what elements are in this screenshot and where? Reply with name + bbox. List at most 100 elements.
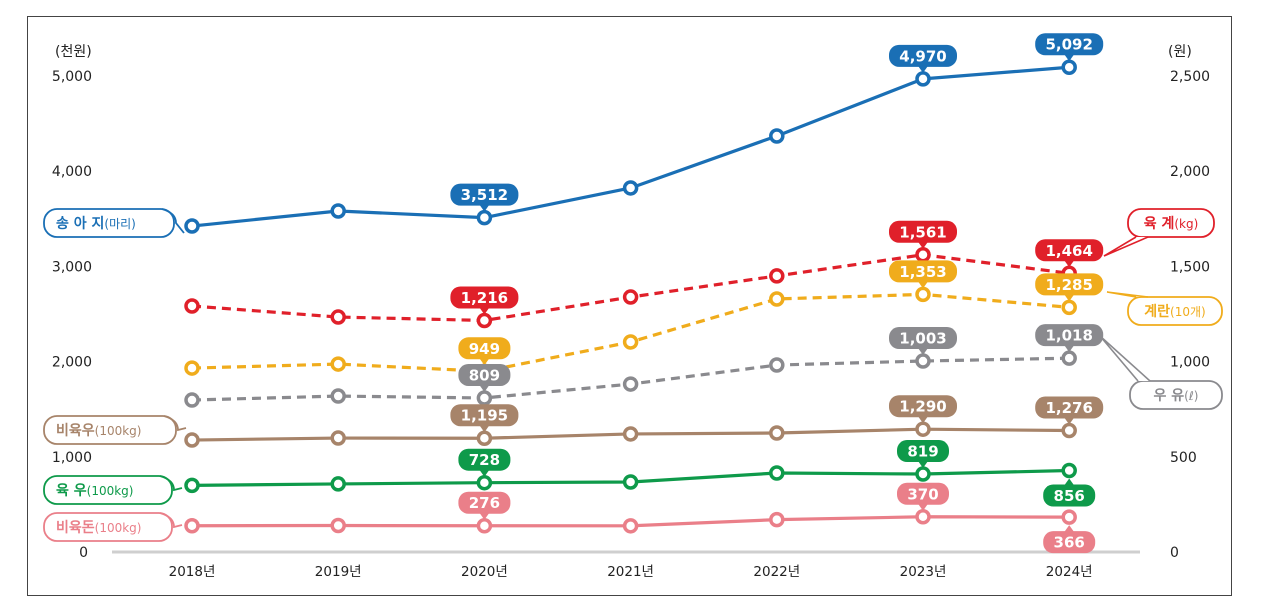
data-point — [330, 309, 346, 325]
data-point — [769, 291, 785, 307]
data-label: 1,018 — [1035, 324, 1104, 353]
x-tick-label: 2024년 — [1046, 564, 1093, 580]
data-label-text: 1,464 — [1045, 242, 1092, 260]
legend-callout: 우 유(ℓ) — [1099, 335, 1223, 410]
x-tick-label: 2023년 — [900, 564, 947, 580]
data-point — [476, 312, 493, 329]
data-label: 728 — [458, 448, 511, 477]
data-point — [769, 425, 785, 441]
legend-label: 육 우(100kg) — [56, 483, 133, 499]
data-point — [330, 517, 346, 534]
x-tick-label: 2021년 — [607, 564, 654, 580]
left-tick-label: 4,000 — [52, 164, 92, 180]
data-label-text: 1,003 — [899, 330, 946, 348]
data-label: 1,003 — [889, 327, 957, 356]
x-tick-label: 2018년 — [169, 564, 216, 580]
data-point — [330, 356, 346, 372]
data-label: 1,276 — [1035, 396, 1104, 425]
series-markers — [184, 59, 1077, 534]
data-point — [330, 430, 346, 446]
data-label: 1,353 — [889, 260, 957, 289]
data-point — [915, 286, 931, 303]
legend-label: 송 아 지(마리) — [56, 215, 136, 232]
data-label-text: 4,970 — [899, 47, 946, 65]
data-point — [769, 128, 785, 144]
series-line-0 — [191, 65, 1070, 228]
data-label: 5,092 — [1035, 33, 1104, 62]
data-point — [184, 517, 200, 534]
data-label: 1,285 — [1035, 273, 1104, 302]
data-labels: 3,512 4,970 5,092 1,216 1,561 1,464 949 1,353 1,… — [450, 33, 1104, 554]
legend-callout: 계란(10개) — [1106, 291, 1223, 326]
data-point — [622, 518, 639, 534]
legend-label: 육 계(kg) — [1144, 216, 1199, 232]
data-point — [476, 430, 493, 446]
right-axis-unit: (원) — [1168, 44, 1192, 60]
left-axis-unit: (천원) — [55, 44, 92, 60]
legend-label: 비육우(100kg) — [56, 423, 141, 439]
legend-callout: 송 아 지(마리) — [43, 208, 185, 238]
data-label: 276 — [458, 491, 511, 520]
data-label: 1,464 — [1035, 239, 1104, 268]
data-point — [330, 203, 346, 219]
data-point — [1061, 299, 1077, 316]
legend-callout: 비육돈(100kg) — [43, 512, 183, 542]
data-point — [184, 218, 200, 234]
x-tick-label: 2022년 — [753, 564, 800, 580]
data-label-text: 728 — [469, 451, 500, 469]
data-point — [915, 353, 931, 369]
legend-label: 계란(10개) — [1144, 303, 1205, 320]
data-point — [476, 517, 493, 534]
chart-frame — [27, 16, 1232, 596]
data-point — [769, 511, 785, 528]
data-label-text: 1,216 — [461, 289, 508, 307]
data-point — [915, 466, 931, 482]
data-point — [622, 334, 639, 350]
data-label-text: 1,285 — [1045, 276, 1092, 294]
data-point — [1061, 59, 1077, 75]
right-tick-label: 1,500 — [1170, 259, 1210, 275]
data-label: 819 — [897, 440, 949, 469]
data-point — [622, 376, 639, 392]
data-point — [1061, 350, 1077, 366]
data-point — [476, 209, 493, 226]
left-tick-label: 5,000 — [52, 69, 92, 85]
axes: (천원) (원) 0 1,000 2,000 3,000 4,000 5,000 0 500 1… — [52, 44, 1210, 580]
data-label: 1,290 — [889, 395, 957, 424]
legend-callout: 비육우(100kg) — [43, 415, 187, 445]
legend-label: 우 유(ℓ) — [1154, 388, 1199, 404]
data-point — [330, 388, 346, 404]
data-point — [184, 432, 200, 448]
data-point — [915, 421, 931, 437]
data-label: 1,216 — [450, 286, 519, 315]
data-label-text: 5,092 — [1045, 36, 1092, 54]
right-tick-label: 2,000 — [1170, 164, 1210, 180]
data-label-text: 809 — [469, 366, 500, 384]
data-label-text: 819 — [907, 443, 938, 461]
data-label-text: 949 — [469, 340, 500, 358]
data-label-text: 366 — [1054, 534, 1085, 552]
data-label-text: 1,276 — [1045, 399, 1092, 417]
right-tick-label: 500 — [1170, 450, 1197, 466]
left-tick-label: 3,000 — [52, 259, 92, 275]
data-point — [915, 247, 931, 263]
data-point — [769, 357, 785, 373]
legend-callout: 육 우(100kg) — [43, 475, 183, 505]
data-label: 3,512 — [450, 183, 519, 212]
data-point — [184, 392, 200, 408]
data-label-text: 856 — [1054, 487, 1085, 505]
data-label: 809 — [458, 363, 511, 392]
data-point — [915, 509, 931, 525]
data-label-text: 276 — [469, 494, 500, 512]
data-point — [184, 477, 200, 494]
data-label-text: 1,353 — [899, 263, 946, 281]
data-point — [1061, 422, 1077, 439]
right-tick-label: 2,500 — [1170, 69, 1210, 85]
data-point — [476, 390, 493, 406]
data-point — [476, 474, 493, 491]
data-point — [1061, 509, 1077, 525]
left-tick-label: 1,000 — [52, 450, 92, 466]
data-label-text: 1,195 — [461, 407, 508, 425]
legend-callout: 육 계(kg) — [1103, 208, 1215, 257]
